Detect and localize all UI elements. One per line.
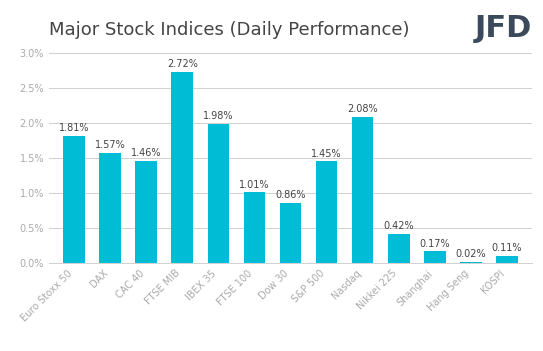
- Text: 1.01%: 1.01%: [239, 180, 270, 190]
- Text: 1.57%: 1.57%: [95, 140, 125, 150]
- Text: 0.86%: 0.86%: [275, 190, 306, 200]
- Bar: [424, 251, 446, 263]
- Text: 2.08%: 2.08%: [348, 105, 378, 114]
- Bar: [64, 136, 85, 263]
- Text: 0.11%: 0.11%: [491, 243, 522, 253]
- Bar: [388, 234, 409, 263]
- Text: 1.46%: 1.46%: [131, 148, 161, 158]
- Bar: [244, 192, 266, 263]
- Bar: [460, 262, 482, 263]
- Text: 1.45%: 1.45%: [311, 149, 342, 159]
- Text: 0.02%: 0.02%: [456, 249, 486, 259]
- Text: Major Stock Indices (Daily Performance): Major Stock Indices (Daily Performance): [49, 20, 409, 39]
- Text: 2.72%: 2.72%: [167, 60, 198, 69]
- Bar: [496, 256, 517, 263]
- Bar: [135, 161, 157, 263]
- Text: 1.81%: 1.81%: [59, 124, 90, 133]
- Bar: [280, 203, 301, 263]
- Text: 0.42%: 0.42%: [383, 221, 414, 231]
- Bar: [99, 153, 121, 263]
- Text: 1.98%: 1.98%: [203, 112, 233, 121]
- Bar: [315, 161, 337, 263]
- Bar: [207, 124, 229, 263]
- Text: 0.17%: 0.17%: [419, 239, 450, 249]
- Bar: [352, 117, 374, 263]
- Bar: [172, 72, 193, 263]
- Text: JFD: JFD: [475, 14, 532, 43]
